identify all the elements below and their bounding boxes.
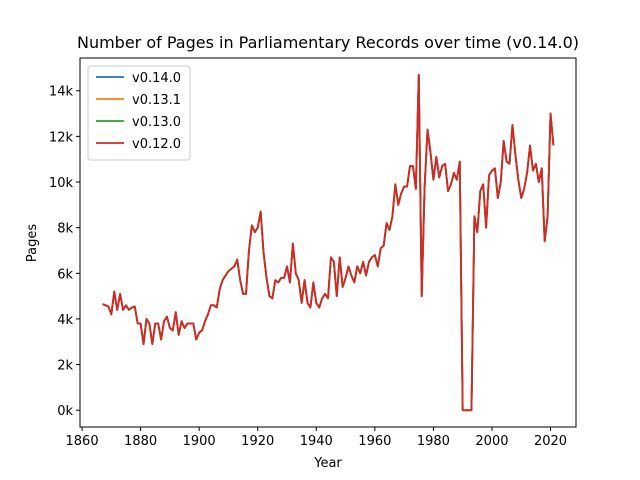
y-tick-label: 0k <box>57 404 73 419</box>
legend-label: v0.13.1 <box>132 93 181 108</box>
legend-label: v0.12.0 <box>132 137 181 152</box>
x-tick-label: 1980 <box>417 434 450 449</box>
y-tick-label: 6k <box>57 267 73 282</box>
y-axis-label: Pages <box>25 224 40 262</box>
y-tick-label: 4k <box>57 313 73 328</box>
legend-label: v0.14.0 <box>132 71 181 86</box>
x-tick-label: 1960 <box>358 434 391 449</box>
y-tick-label: 2k <box>57 359 73 374</box>
x-tick-label: 1860 <box>66 434 99 449</box>
x-tick-label: 2020 <box>534 434 567 449</box>
x-tick-label: 1900 <box>183 434 216 449</box>
legend-label: v0.13.0 <box>132 115 181 130</box>
y-tick-label: 8k <box>57 222 73 237</box>
plot-frame <box>79 57 577 428</box>
x-axis-label: Year <box>313 456 342 471</box>
legend-box <box>87 65 191 161</box>
x-tick-label: 1920 <box>241 434 274 449</box>
chart-title: Number of Pages in Parliamentary Records… <box>77 33 579 52</box>
x-tick-label: 1940 <box>300 434 333 449</box>
y-tick-label: 14k <box>49 85 74 100</box>
series-line <box>102 73 555 412</box>
x-tick-label: 2000 <box>475 434 508 449</box>
x-tick-label: 1880 <box>124 434 157 449</box>
y-tick-label: 12k <box>49 130 74 145</box>
y-tick-label: 10k <box>49 176 74 191</box>
